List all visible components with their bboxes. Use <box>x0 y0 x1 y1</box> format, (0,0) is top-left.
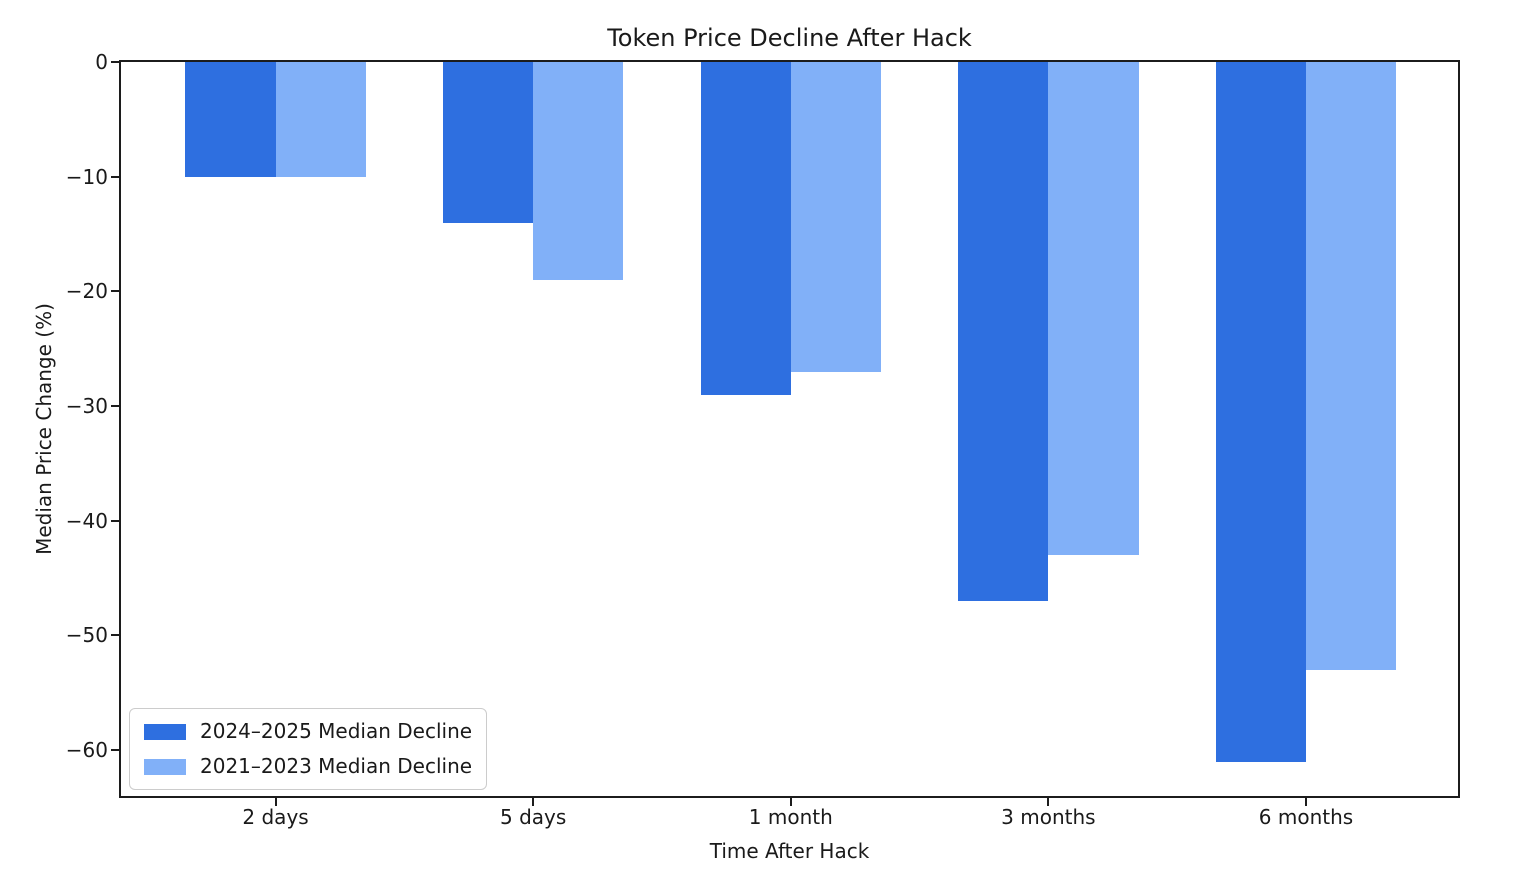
legend-item: 2024–2025 Median Decline <box>144 719 472 744</box>
x-tick-label: 1 month <box>748 805 833 829</box>
legend-label: 2021–2023 Median Decline <box>200 754 473 778</box>
legend-label: 2024–2025 Median Decline <box>200 719 473 743</box>
chart-title: Token Price Decline After Hack <box>607 24 972 52</box>
y-tick-mark <box>111 290 119 293</box>
bar <box>1048 62 1139 556</box>
bar <box>533 62 624 280</box>
y-tick-label: −50 <box>65 623 108 648</box>
bar <box>275 62 366 177</box>
y-tick-label: 0 <box>95 50 108 74</box>
x-tick-label: 5 days <box>500 805 567 829</box>
y-tick-mark <box>111 749 119 752</box>
bar <box>443 62 534 223</box>
legend-swatch <box>144 723 186 740</box>
y-tick-label: −20 <box>65 279 108 304</box>
bar <box>790 62 881 372</box>
bar <box>958 62 1049 602</box>
x-tick-label: 2 days <box>242 805 309 829</box>
bar <box>185 62 276 177</box>
x-tick-label: 6 months <box>1258 805 1354 829</box>
y-tick-label: −10 <box>65 164 108 189</box>
x-tick-label: 3 months <box>1001 805 1096 829</box>
x-axis-label: Time After Hack <box>709 839 870 863</box>
bar <box>1215 62 1306 762</box>
bar <box>1306 62 1397 670</box>
bar <box>700 62 791 395</box>
legend-swatch <box>144 758 186 775</box>
x-tick-mark <box>1047 798 1050 806</box>
y-tick-label: −30 <box>65 394 108 419</box>
x-tick-mark <box>1305 798 1307 806</box>
y-tick-mark <box>111 634 119 637</box>
legend-item: 2021–2023 Median Decline <box>144 754 472 779</box>
y-tick-mark <box>111 519 119 522</box>
x-tick-mark <box>532 798 535 806</box>
y-axis-label: Median Price Change (%) <box>32 303 56 555</box>
y-tick-mark <box>111 175 119 178</box>
y-tick-mark <box>111 405 119 408</box>
x-tick-mark <box>789 798 792 806</box>
y-tick-label: −40 <box>65 508 108 533</box>
legend: 2024–2025 Median Decline 2021–2023 Median… <box>129 708 488 790</box>
plot-area: 2024–2025 Median Decline 2021–2023 Median… <box>66 50 1460 829</box>
x-tick-mark <box>274 798 277 806</box>
y-tick-mark <box>111 61 119 63</box>
y-tick-label: −60 <box>65 738 108 763</box>
